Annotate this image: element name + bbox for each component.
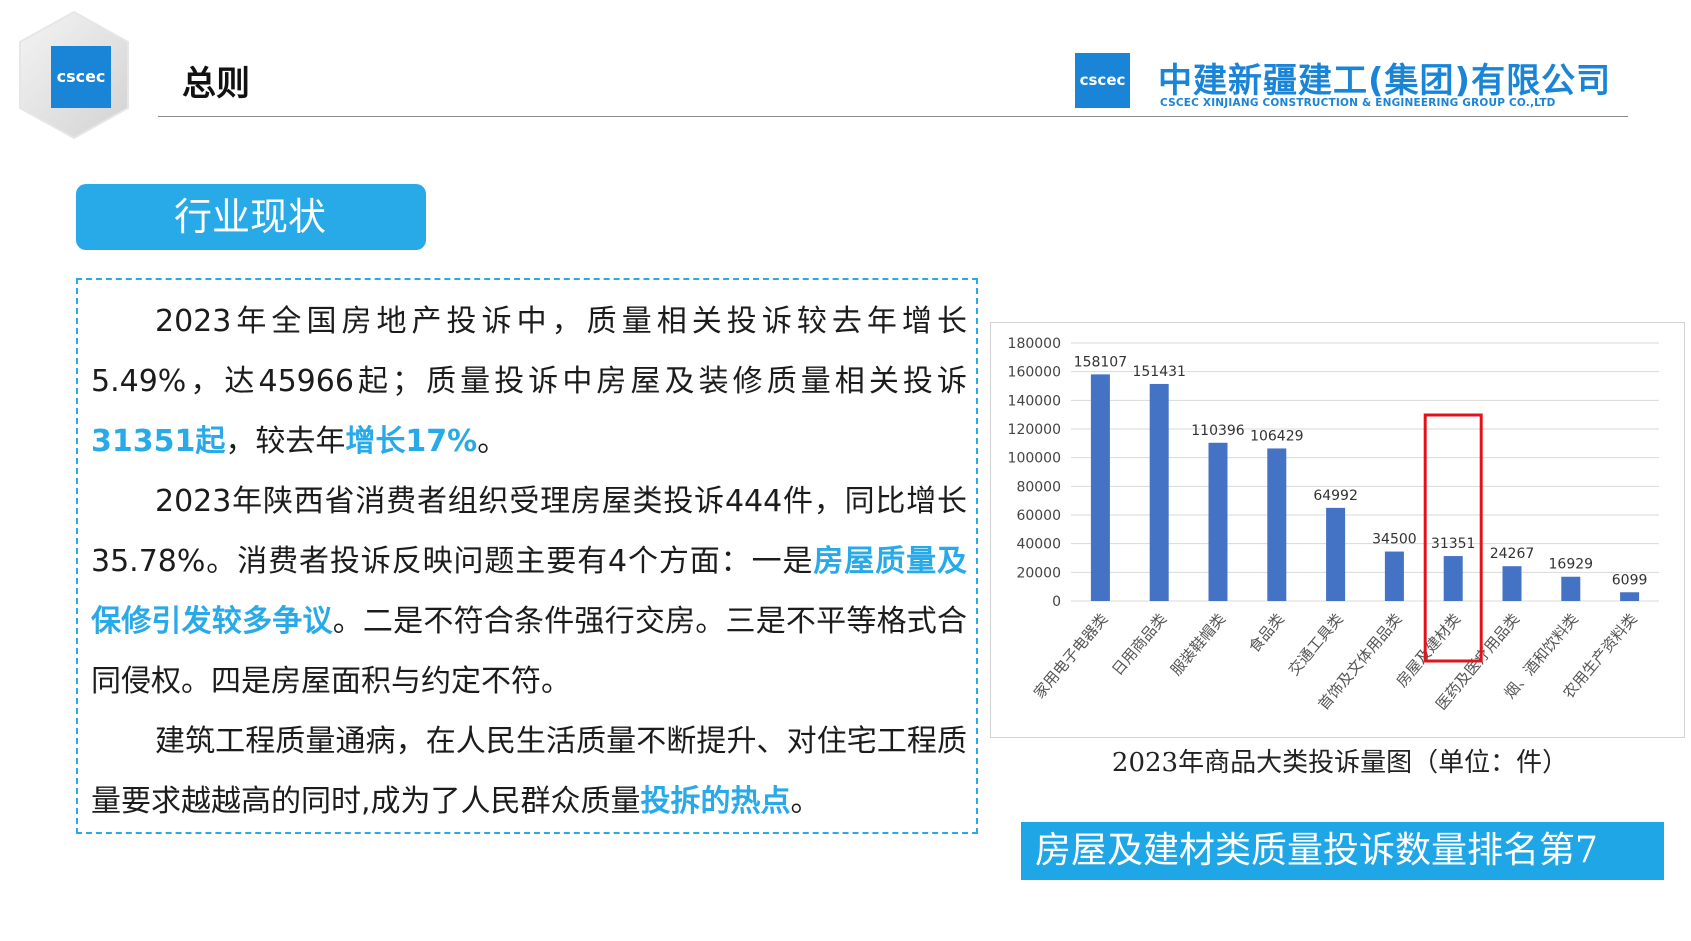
cscec-logo: cscec <box>51 46 111 108</box>
bar <box>1561 576 1581 601</box>
data-label: 31351 <box>1431 536 1476 552</box>
company-name-en: CSCEC XINJIANG CONSTRUCTION & ENGINEERIN… <box>1160 97 1556 109</box>
complaint-bar-chart: 0 20000 40000 60000 80000 100000 120000 140000 1… <box>990 322 1685 738</box>
y-tick-label: 40000 <box>1016 537 1061 553</box>
data-label: 24267 <box>1490 546 1535 562</box>
y-tick-label: 180000 <box>1008 336 1061 352</box>
industry-status-textbox: 2023年全国房地产投诉中，质量相关投诉较去年增长5.49%，达45966起；质… <box>76 278 978 834</box>
paragraph-text: ，较去年 <box>225 424 346 459</box>
ranking-banner: 房屋及建材类质量投诉数量排名第7 <box>1021 822 1664 880</box>
company-logo: cscec <box>1075 53 1130 108</box>
y-tick-label: 60000 <box>1016 508 1061 524</box>
bar <box>1090 374 1110 601</box>
header-divider <box>158 116 1628 117</box>
bar <box>1326 507 1346 601</box>
data-label: 16929 <box>1549 557 1594 573</box>
bar <box>1384 551 1404 601</box>
paragraph-shaanxi-complaints: 2023年陕西省消费者组织受理房屋类投诉444件，同比增长35.78%。消费者投… <box>91 472 967 712</box>
x-category-label: 服装鞋帽类 <box>1167 610 1229 679</box>
company-name-cn: 中建新疆建工(集团)有限公司 <box>1158 61 1612 101</box>
x-category-label: 日用商品类 <box>1108 610 1170 679</box>
cscec-logo-mark: cscec <box>56 67 106 86</box>
chart-svg: 0 20000 40000 60000 80000 100000 120000 140000 1… <box>1008 336 1659 714</box>
paragraph-national-complaints: 2023年全国房地产投诉中，质量相关投诉较去年增长5.49%，达45966起；质… <box>91 292 967 472</box>
section-tab: 行业现状 <box>76 184 426 250</box>
y-tick-label: 80000 <box>1016 479 1061 495</box>
bar <box>1149 383 1169 601</box>
paragraph-text: 。 <box>790 784 821 819</box>
x-category-label: 家用电子电器类 <box>1030 610 1111 702</box>
highlight-quality-disputes: 房屋质量及保修引发较多争议 <box>91 544 967 639</box>
data-label: 34500 <box>1372 532 1417 548</box>
data-label: 110396 <box>1191 423 1245 439</box>
highlight-growth: 增长17% <box>345 424 478 459</box>
paragraph-text: 2023年全国房地产投诉中，质量相关投诉较去年增长5.49%，达45966起；质… <box>91 304 967 399</box>
x-category-label: 食品类 <box>1245 610 1288 656</box>
data-label: 106429 <box>1250 428 1303 444</box>
y-tick-label: 140000 <box>1008 393 1061 409</box>
paragraph-text: 建筑工程质量通病，在人民生活质量不断提升、对住宅工程质量要求越越高的同时,成为了… <box>91 724 967 819</box>
chart-caption: 2023年商品大类投诉量图（单位：件） <box>1111 748 1569 778</box>
y-tick-label: 0 <box>1052 594 1061 610</box>
y-tick-label: 120000 <box>1008 422 1061 438</box>
paragraph-text: 2023年陕西省消费者组织受理房屋类投诉444件，同比增长35.78%。消费者投… <box>91 484 967 579</box>
data-label: 151431 <box>1132 364 1185 380</box>
y-tick-label: 20000 <box>1016 565 1061 581</box>
data-label: 6099 <box>1612 572 1648 588</box>
bar <box>1502 566 1522 601</box>
paragraph-quality-defects: 建筑工程质量通病，在人民生活质量不断提升、对住宅工程质量要求越越高的同时,成为了… <box>91 712 967 832</box>
paragraph-text: 。二是不符合条件强行交房。三是不平等格式合同侵权。四是房屋面积与约定不符。 <box>91 604 968 699</box>
company-logo-mark: cscec <box>1079 71 1126 89</box>
x-category-label: 交通工具类 <box>1285 610 1347 679</box>
paragraph-text: 。 <box>477 424 508 459</box>
y-tick-label: 160000 <box>1008 365 1061 381</box>
page-title: 总则 <box>182 64 250 104</box>
highlight-hot-topic: 投拆的热点 <box>640 784 791 819</box>
bar <box>1267 448 1287 601</box>
bar <box>1620 592 1640 601</box>
data-label: 64992 <box>1313 488 1358 504</box>
bar <box>1443 556 1463 601</box>
highlight-box <box>1423 413 1483 663</box>
y-tick-label: 100000 <box>1008 451 1061 467</box>
bar <box>1208 442 1228 601</box>
data-label: 158107 <box>1074 354 1127 370</box>
highlight-complaint-count: 31351起 <box>91 424 226 459</box>
